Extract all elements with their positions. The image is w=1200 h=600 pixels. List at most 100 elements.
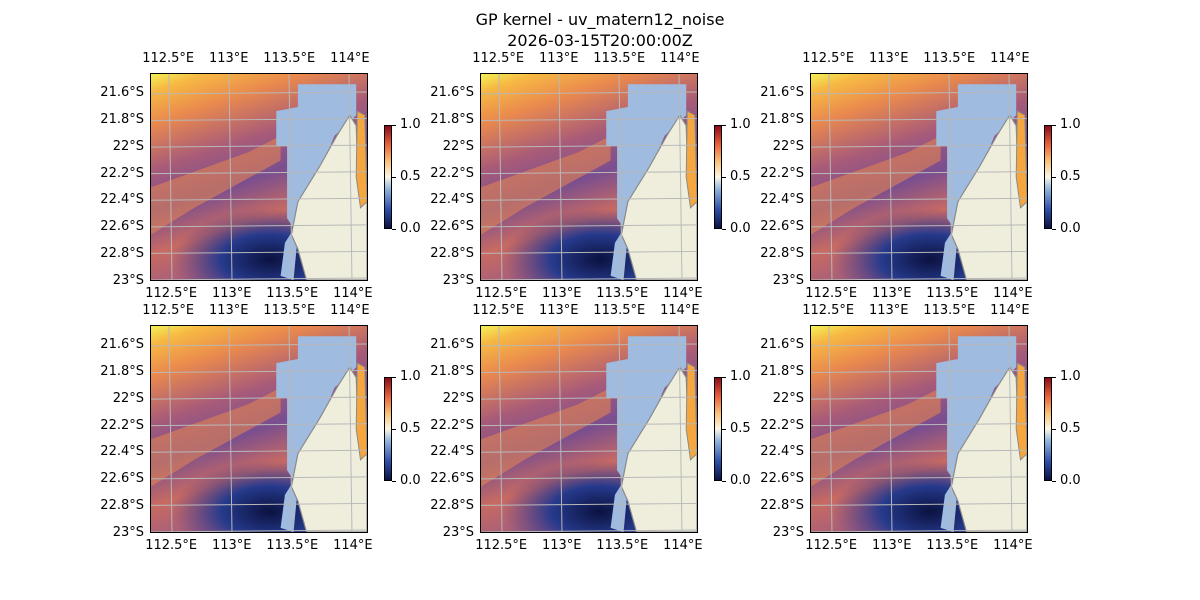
gridline-lat [481, 449, 697, 453]
lat-tick-label: 21.6°S [100, 337, 144, 353]
map-area [810, 73, 1028, 281]
gridline-lat [811, 449, 1027, 453]
inland-water [276, 84, 357, 280]
colorbar [384, 125, 392, 229]
gridline-lat [481, 423, 697, 427]
lat-tick-label: 22.6°S [430, 471, 474, 487]
colorbar-tick-mark [392, 177, 396, 178]
gridline-lat [151, 197, 367, 201]
lat-tick-label: 22°S [442, 138, 474, 154]
gridline-lon [348, 74, 353, 280]
inland-water [606, 336, 687, 532]
colorbar-tick-mark [722, 177, 726, 178]
lon-tick-label-top: 113°E [868, 51, 909, 66]
lon-tick-label-bottom: 113°E [541, 286, 582, 301]
gridline-lat [811, 529, 1027, 532]
panel-4: 112.5°E 112.5°E 113°E 113°E 113.5°E 113.5°E 11… [66, 303, 420, 563]
gridline-lon [288, 74, 293, 280]
lat-tick-label: 22.8°S [430, 498, 474, 514]
lon-tick-label-top: 113.5°E [263, 303, 316, 318]
lat-tick-label: 22.6°S [760, 219, 804, 235]
colorbar-tick-mark [392, 481, 396, 482]
colorbar-tick-label: 0.0 [1060, 473, 1081, 488]
lat-tick-label: 21.8°S [760, 363, 804, 379]
gridline-lat [151, 144, 367, 148]
lon-tick-label-top: 112.5°E [472, 303, 525, 318]
map-field [151, 326, 367, 532]
lon-tick-label-bottom: 113.5°E [596, 538, 649, 553]
gridline-lat [811, 277, 1027, 280]
map-field [481, 74, 697, 280]
colorbar-tick-mark [722, 429, 726, 430]
gridline-lat [811, 91, 1027, 95]
gridline-lat [811, 144, 1027, 148]
lon-tick-label-bottom: 113°E [871, 538, 912, 553]
lat-tick-label: 22.6°S [760, 471, 804, 487]
gridline-lat [481, 171, 697, 175]
colorbar-tick-label: 0.0 [400, 221, 421, 236]
colorbar-tick-label: 0.0 [730, 473, 751, 488]
lat-tick-label: 22.8°S [100, 498, 144, 514]
colorbar [384, 377, 392, 481]
lat-tick-label: 22.6°S [100, 471, 144, 487]
lat-tick-label: 21.6°S [100, 85, 144, 101]
gridline-lat [811, 343, 1027, 347]
lon-tick-label-bottom: 113.5°E [926, 286, 979, 301]
gridline-lat [151, 171, 367, 175]
gridline-lon [168, 326, 173, 532]
colorbar-tick-mark [1052, 377, 1056, 378]
figure-title: GP kernel - uv_matern12_noise [475, 10, 725, 29]
gridline-lat [151, 449, 367, 453]
colorbar-tick-label: 1.0 [1060, 117, 1081, 132]
lat-tick-label: 22.8°S [760, 246, 804, 262]
gridline-lon [678, 326, 683, 532]
gridline-lat [151, 277, 367, 280]
map-area [480, 325, 698, 533]
lon-tick-label-top: 112.5°E [802, 51, 855, 66]
lon-tick-label-top: 112.5°E [142, 303, 195, 318]
gridline-lat [481, 529, 697, 532]
lat-tick-label: 22.4°S [760, 192, 804, 208]
colorbar-tick-label: 1.0 [730, 117, 751, 132]
lon-tick-label-top: 113°E [538, 303, 579, 318]
colorbar-tick-mark [1052, 429, 1056, 430]
lat-tick-label: 21.6°S [430, 85, 474, 101]
colorbar-tick-label: 0.5 [730, 421, 751, 436]
lon-tick-label-top: 113.5°E [593, 303, 646, 318]
lon-tick-label-bottom: 113.5°E [266, 538, 319, 553]
lat-tick-label: 23°S [112, 273, 144, 288]
lon-tick-label-bottom: 113°E [211, 538, 252, 553]
map-area [810, 325, 1028, 533]
gridline-lat [481, 91, 697, 95]
lat-tick-label: 21.8°S [430, 111, 474, 127]
gridline-lat [151, 476, 367, 480]
colorbar-tick-mark [722, 125, 726, 126]
gridline-lat [151, 502, 367, 506]
colorbar-tick-label: 0.0 [400, 473, 421, 488]
map-field [811, 74, 1027, 280]
colorbar [714, 377, 722, 481]
inland-water [936, 336, 1017, 532]
colorbar-tick-label: 1.0 [1060, 369, 1081, 384]
lon-tick-label-top: 113°E [868, 303, 909, 318]
gridline-lat [481, 396, 697, 400]
lon-tick-label-bottom: 113°E [871, 286, 912, 301]
colorbar [1044, 377, 1052, 481]
colorbar-tick-label: 1.0 [730, 369, 751, 384]
gridline-lat [481, 197, 697, 201]
lat-tick-label: 22.4°S [430, 444, 474, 460]
lat-tick-label: 22.2°S [760, 165, 804, 181]
lon-tick-label-bottom: 114°E [663, 286, 703, 301]
lon-tick-label-top: 113.5°E [923, 303, 976, 318]
inland-water [936, 84, 1017, 280]
lat-tick-label: 22°S [442, 390, 474, 406]
lon-tick-label-bottom: 113°E [541, 538, 582, 553]
lat-tick-label: 22.2°S [430, 165, 474, 181]
colorbar-tick-mark [1052, 229, 1056, 230]
lat-tick-label: 22.8°S [760, 498, 804, 514]
lat-tick-label: 22.4°S [430, 192, 474, 208]
lon-tick-label-top: 114°E [330, 303, 370, 318]
gridline-lon [498, 326, 503, 532]
lon-tick-label-bottom: 112.5°E [145, 538, 198, 553]
colorbar-tick-mark [722, 481, 726, 482]
